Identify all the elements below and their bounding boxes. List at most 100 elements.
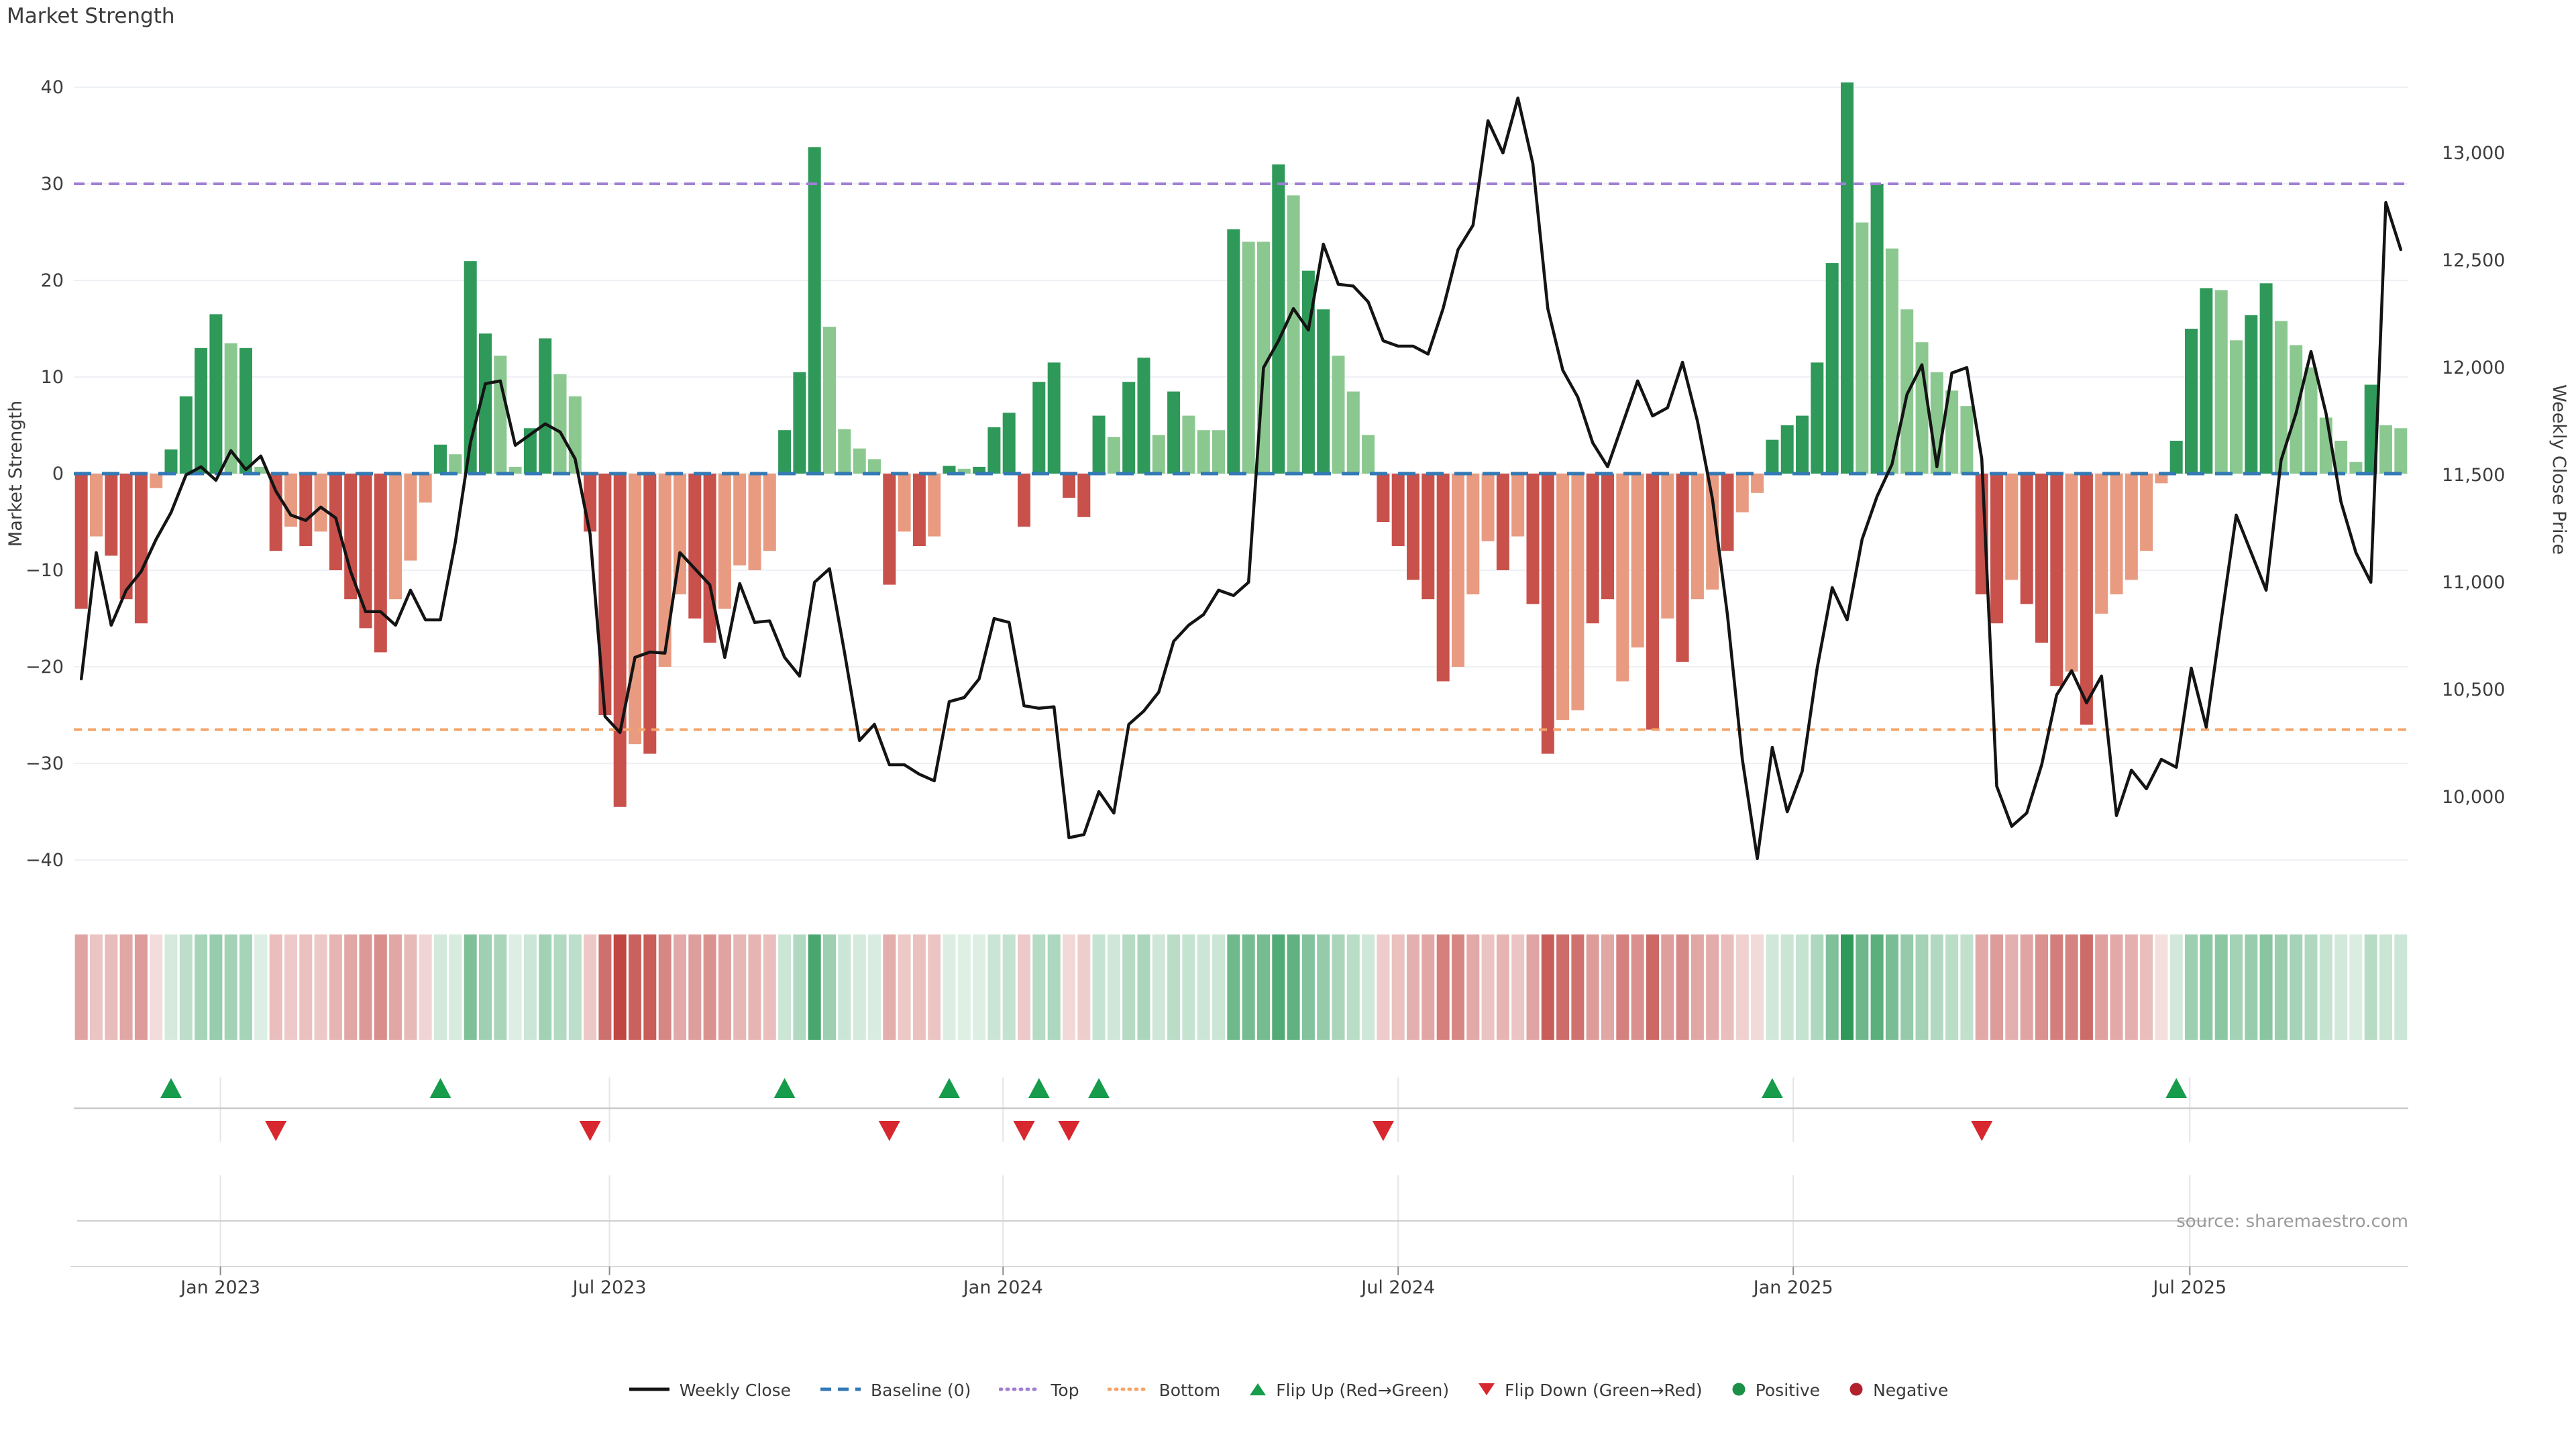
strength-bar bbox=[1346, 391, 1360, 474]
heatmap-cell bbox=[239, 934, 252, 1040]
heatmap-cell bbox=[2125, 934, 2138, 1040]
strength-bar bbox=[119, 474, 133, 600]
flip-down-marker bbox=[1013, 1121, 1035, 1141]
heatmap-cell bbox=[1287, 934, 1300, 1040]
heatmap-cell bbox=[374, 934, 387, 1040]
strength-bar bbox=[314, 474, 327, 532]
left-axis-tick: 40 bbox=[41, 77, 64, 98]
strength-bar bbox=[1885, 248, 1898, 474]
heatmap-cell bbox=[598, 934, 612, 1040]
left-axis-tick: −30 bbox=[25, 753, 64, 774]
heatmap-cell bbox=[2304, 934, 2318, 1040]
right-axis-tick: 13,000 bbox=[2442, 143, 2505, 164]
strength-bar bbox=[1676, 474, 1689, 662]
heatmap-cell bbox=[1317, 934, 1330, 1040]
strength-bar bbox=[733, 474, 747, 566]
legend-item-label: Top bbox=[1051, 1381, 1079, 1400]
heatmap-cell bbox=[1047, 934, 1061, 1040]
strength-bar bbox=[629, 474, 641, 745]
flip-down-marker bbox=[1372, 1121, 1394, 1141]
y-axis-label-left: Market Strength bbox=[5, 400, 26, 547]
strength-bar bbox=[643, 474, 657, 754]
heatmap-cell bbox=[1870, 934, 1884, 1040]
weekly-close-line bbox=[79, 96, 2403, 861]
heatmap-cell bbox=[568, 934, 582, 1040]
x-axis-tick-label: Jul 2023 bbox=[572, 1277, 647, 1298]
strength-bar bbox=[898, 474, 911, 532]
strength-bar bbox=[1167, 391, 1181, 474]
source-credit: source: sharemaestro.com bbox=[2176, 1212, 2408, 1232]
strength-bar bbox=[479, 333, 492, 474]
heatmap-cell bbox=[674, 934, 686, 1040]
heatmap-cell bbox=[90, 934, 103, 1040]
heatmap-cell bbox=[1063, 934, 1075, 1040]
strength-bar bbox=[1287, 195, 1300, 474]
heatmap-cell bbox=[1452, 934, 1464, 1040]
strength-bar bbox=[1002, 413, 1016, 474]
strength-bar bbox=[778, 430, 792, 474]
strength-bar bbox=[1421, 474, 1435, 600]
strength-bar bbox=[494, 356, 507, 474]
strength-bar bbox=[374, 474, 387, 653]
strength-bar bbox=[883, 474, 896, 585]
heatmap-cell bbox=[2095, 934, 2108, 1040]
heatmap-cell bbox=[1332, 934, 1345, 1040]
strength-bar bbox=[853, 448, 866, 474]
strength-bar bbox=[404, 474, 417, 561]
strength-bar bbox=[2065, 474, 2078, 672]
heatmap-cell bbox=[539, 934, 552, 1040]
heatmap-cell bbox=[419, 934, 432, 1040]
strength-bar bbox=[1107, 437, 1120, 474]
heatmap-cell bbox=[404, 934, 417, 1040]
strength-bar bbox=[2364, 384, 2377, 474]
strength-bar bbox=[464, 261, 477, 474]
flip-up-marker bbox=[429, 1078, 451, 1098]
heatmap-cell bbox=[523, 934, 537, 1040]
strength-bar bbox=[2245, 315, 2258, 474]
strength-bar bbox=[584, 474, 597, 532]
heatmap-cell bbox=[1377, 934, 1390, 1040]
heatmap-cell bbox=[314, 934, 327, 1040]
strength-bar bbox=[613, 474, 627, 807]
strength-bar bbox=[1137, 358, 1150, 474]
strength-bar bbox=[179, 396, 193, 474]
heatmap-cell bbox=[2020, 934, 2033, 1040]
strength-bar bbox=[254, 466, 268, 474]
heatmap-cell bbox=[209, 934, 223, 1040]
strength-bar bbox=[1766, 439, 1779, 474]
right-axis-tick: 12,000 bbox=[2442, 358, 2505, 378]
heatmap-cell bbox=[1391, 934, 1405, 1040]
heatmap-cell bbox=[1018, 934, 1030, 1040]
strength-bar bbox=[1616, 474, 1629, 682]
heatmap-cell bbox=[1796, 934, 1809, 1040]
x-axis-tick-label: Jan 2023 bbox=[179, 1277, 260, 1298]
flip-up-marker bbox=[938, 1078, 960, 1098]
strength-bar bbox=[1301, 270, 1315, 474]
strength-bar bbox=[2095, 474, 2108, 614]
legend-item-label: Bottom bbox=[1159, 1381, 1221, 1400]
strength-bar bbox=[1407, 474, 1419, 580]
strength-bar bbox=[1452, 474, 1464, 667]
heatmap-cell bbox=[853, 934, 866, 1040]
strength-bar bbox=[269, 474, 282, 551]
left-axis-tick: 10 bbox=[41, 367, 64, 388]
strength-bar bbox=[1526, 474, 1540, 604]
strength-bar bbox=[1436, 474, 1450, 682]
flip-up-marker bbox=[160, 1078, 182, 1098]
strength-bar bbox=[508, 466, 522, 474]
heatmap-cell bbox=[2364, 934, 2377, 1040]
legend-item-positive: Positive bbox=[1731, 1381, 1820, 1400]
x-axis-tick-label: Jul 2025 bbox=[2151, 1277, 2226, 1298]
heatmap-cell bbox=[1182, 934, 1195, 1040]
heatmap-cell bbox=[359, 934, 372, 1040]
flip-down-marker bbox=[265, 1121, 287, 1141]
strength-bar bbox=[344, 474, 358, 600]
chart-plot-area: 40 30 20 10 0 −10 −20 −30 −40 13,000 12,500 12,000 1… bbox=[25, 77, 2505, 1298]
legend-swatch-triangle-down-icon bbox=[1477, 1381, 1496, 1400]
heatmap-cell bbox=[553, 934, 567, 1040]
strength-bar bbox=[2169, 441, 2183, 474]
legend-item-label: Flip Up (Red→Green) bbox=[1276, 1381, 1450, 1400]
heatmap-cell bbox=[2334, 934, 2348, 1040]
right-axis-tick: 11,000 bbox=[2442, 572, 2505, 593]
